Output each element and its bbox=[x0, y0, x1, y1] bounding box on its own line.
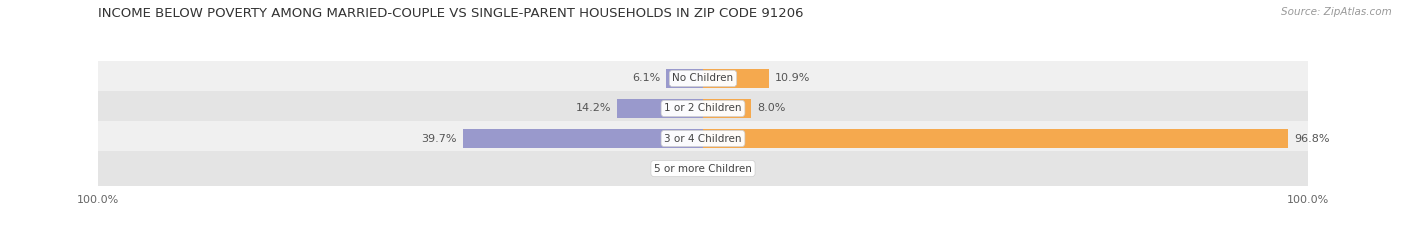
Bar bbox=[98, 61, 1308, 96]
Text: 39.7%: 39.7% bbox=[422, 134, 457, 144]
Bar bbox=[98, 151, 1308, 186]
Text: 10.9%: 10.9% bbox=[775, 73, 810, 83]
Bar bbox=[98, 91, 1308, 126]
Text: No Children: No Children bbox=[672, 73, 734, 83]
Bar bbox=[703, 69, 769, 88]
Text: 5 or more Children: 5 or more Children bbox=[654, 164, 752, 174]
Bar bbox=[98, 121, 1308, 156]
Text: 14.2%: 14.2% bbox=[575, 103, 612, 113]
Text: 0.0%: 0.0% bbox=[709, 164, 737, 174]
Text: 8.0%: 8.0% bbox=[758, 103, 786, 113]
Text: Source: ZipAtlas.com: Source: ZipAtlas.com bbox=[1281, 7, 1392, 17]
Bar bbox=[703, 99, 751, 118]
Bar bbox=[666, 69, 703, 88]
Text: 3 or 4 Children: 3 or 4 Children bbox=[664, 134, 742, 144]
Bar bbox=[703, 129, 1288, 148]
Text: 0.0%: 0.0% bbox=[669, 164, 697, 174]
Bar bbox=[463, 129, 703, 148]
Text: 6.1%: 6.1% bbox=[631, 73, 659, 83]
Text: 96.8%: 96.8% bbox=[1295, 134, 1330, 144]
Text: INCOME BELOW POVERTY AMONG MARRIED-COUPLE VS SINGLE-PARENT HOUSEHOLDS IN ZIP COD: INCOME BELOW POVERTY AMONG MARRIED-COUPL… bbox=[98, 7, 804, 20]
Text: 1 or 2 Children: 1 or 2 Children bbox=[664, 103, 742, 113]
Bar bbox=[617, 99, 703, 118]
